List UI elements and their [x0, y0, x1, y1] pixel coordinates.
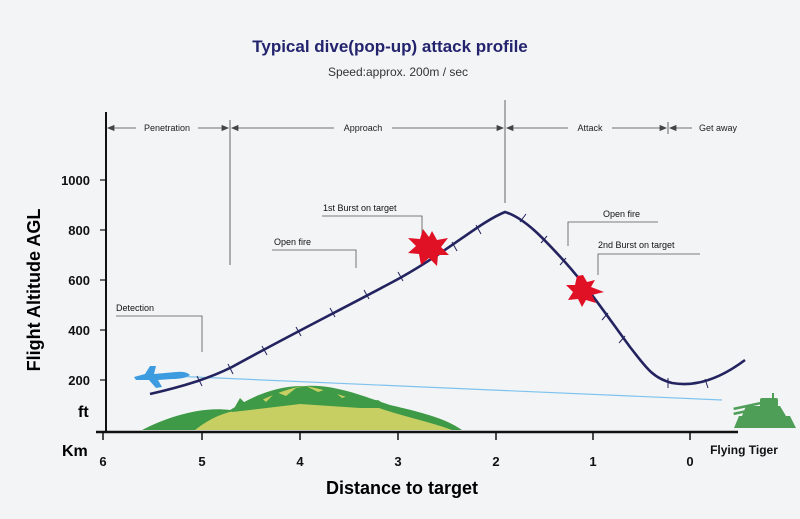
y-tick-label: 800 [68, 223, 90, 238]
annotation-open-fire-2: Open fire [603, 209, 640, 219]
phase-label-attack: Attack [577, 123, 603, 133]
y-axis-unit: ft [78, 404, 89, 421]
aircraft-icon [134, 366, 190, 388]
x-tick-label: 4 [296, 454, 304, 469]
x-tick-label: 2 [492, 454, 499, 469]
x-axis-title: Distance to target [326, 478, 478, 498]
phase-arrows [106, 124, 692, 132]
y-ticks [100, 179, 106, 381]
burst-icon-first [408, 229, 449, 266]
flying-tiger-icon [733, 393, 796, 428]
burst-icon-second [566, 275, 604, 307]
annotation-first-burst: 1st Burst on target [323, 203, 397, 213]
x-tick-label: 1 [589, 454, 596, 469]
treeline [232, 386, 390, 412]
annotation-second-burst: 2nd Burst on target [598, 240, 675, 250]
line-of-sight [147, 374, 723, 401]
x-tick-label: 3 [394, 454, 401, 469]
target-label: Flying Tiger [710, 443, 778, 457]
x-ticks [102, 432, 691, 440]
diagram-subtitle: Speed:approx. 200m / sec [328, 65, 468, 79]
annotation-leaders [116, 215, 700, 352]
x-axis-unit: Km [62, 443, 88, 460]
y-tick-label: 600 [68, 273, 90, 288]
flight-path-line [149, 210, 746, 396]
x-tick-label: 5 [198, 454, 205, 469]
y-tick-label: 200 [68, 373, 90, 388]
annotation-open-fire-1: Open fire [274, 237, 311, 247]
phase-label-getaway: Get away [699, 123, 738, 133]
hill-light [195, 386, 452, 430]
x-tick-label: 6 [99, 454, 106, 469]
phase-label-penetration: Penetration [144, 123, 190, 133]
y-tick-label: 1000 [61, 173, 90, 188]
diagram-title: Typical dive(pop-up) attack profile [252, 37, 528, 56]
phase-label-approach: Approach [344, 123, 383, 133]
annotation-detection: Detection [116, 303, 154, 313]
y-axis-title: Flight Altitude AGL [24, 209, 44, 372]
y-tick-label: 400 [68, 323, 90, 338]
x-tick-label: 0 [686, 454, 693, 469]
flight-path-markers [196, 213, 709, 389]
